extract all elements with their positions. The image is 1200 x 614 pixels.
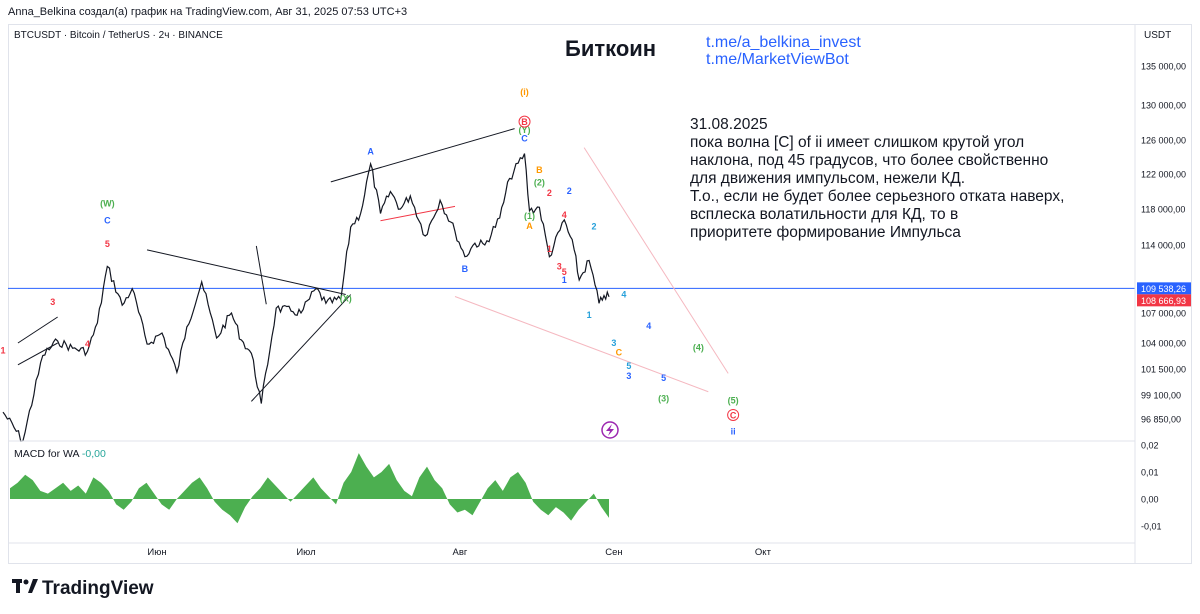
macd-pane: 0,02 0,01 0,00 -0,01 — [8, 440, 1162, 532]
time-tick-label: Окт — [755, 547, 772, 558]
price-badge — [1137, 282, 1191, 295]
wave-label: 3 — [50, 297, 55, 307]
price-tick-label: 130 000,00 — [1141, 101, 1186, 111]
wave-label: 5 — [626, 361, 631, 371]
wave-label: (Y) — [519, 125, 531, 135]
wave-label: 4 — [562, 210, 567, 220]
price-tick-label: 96 850,00 — [1141, 415, 1181, 425]
wave-label: 4 — [621, 289, 626, 299]
wave-label: B — [536, 165, 543, 175]
price-tick-label: 135 000,00 — [1141, 62, 1186, 72]
wave-label: 2 — [567, 186, 572, 196]
price-badge — [1137, 294, 1191, 307]
price-tick-label: 104 000,00 — [1141, 339, 1186, 349]
time-tick-label: Авг — [453, 547, 468, 558]
time-tick-label: Сен — [605, 547, 622, 558]
wave-label: C — [521, 134, 528, 144]
trend-line — [583, 147, 729, 374]
price-tick-label: 118 000,00 — [1141, 205, 1185, 215]
wave-label: 5 — [105, 239, 110, 249]
wave-label: (2) — [534, 177, 545, 187]
wave-label: A — [367, 146, 374, 156]
axis-currency[interactable]: USDT — [1144, 30, 1172, 41]
lightning-icon-ring — [601, 421, 619, 439]
tradingview-brand[interactable]: TradingView — [12, 578, 154, 600]
wave-label: B — [462, 264, 469, 274]
wave-label: (5) — [728, 396, 739, 406]
tradingview-logo-icon — [12, 578, 38, 600]
analysis-note: 31.08.2025 пока волна [C] of ii имеет сл… — [690, 116, 1065, 241]
price-tick-label: 107 000,00 — [1141, 309, 1186, 319]
wave-label: (i) — [520, 87, 529, 97]
trend-line — [255, 245, 267, 305]
price-badge-label: 108 666,93 — [1141, 296, 1186, 306]
wave-label: C — [616, 347, 623, 357]
price-tick-label: 122 000,00 — [1141, 170, 1186, 180]
macd-tick-label: -0,01 — [1141, 522, 1162, 532]
wave-label: (1) — [524, 211, 535, 221]
trend-line — [251, 294, 352, 402]
macd-tick-label: 0,02 — [1141, 441, 1159, 451]
trend-line — [454, 296, 709, 393]
trend-line — [146, 249, 346, 296]
telegram-link-2[interactable]: t.me/MarketViewBot — [706, 51, 849, 68]
symbol-legend[interactable]: BTCUSDT · Bitcoin / TetherUS · 2ч · BINA… — [14, 30, 223, 41]
telegram-link-1[interactable]: t.me/a_belkina_invest — [706, 34, 861, 51]
wave-label: C — [104, 215, 111, 225]
price-tick-label: 114 000,00 — [1141, 241, 1185, 251]
price-tick-label: 101 500,00 — [1141, 365, 1186, 375]
chart-frame — [8, 24, 1192, 564]
macd-tick-label: 0,00 — [1141, 495, 1159, 505]
macd-name: MACD for WA — [14, 448, 79, 460]
price-tick-label: 126 000,00 — [1141, 136, 1186, 146]
macd-histogram — [10, 453, 609, 524]
price-tick-label: 99 100,00 — [1141, 391, 1181, 401]
wave-label: 4 — [646, 321, 651, 331]
wave-label: C — [730, 410, 737, 420]
macd-value: -0,00 — [81, 448, 106, 460]
chart-credit: Anna_Belkina создал(а) график на Trading… — [8, 6, 408, 18]
wave-label: 2 — [592, 222, 597, 232]
wave-label-circle — [518, 115, 531, 128]
price-axis[interactable]: 135 000,00 130 000,00 126 000,00 122 000,00… — [1134, 24, 1191, 564]
time-axis[interactable]: Июн Июл Авг Сен Окт — [8, 542, 1135, 558]
wave-label: 3 — [626, 371, 631, 381]
wave-label: 3 — [611, 338, 616, 348]
trend-line — [330, 128, 515, 183]
wave-label: ii — [731, 426, 736, 436]
wave-label: 2 — [547, 188, 552, 198]
chart-title-annotation: Биткоин — [565, 36, 657, 61]
lightning-icon-bolt — [606, 424, 614, 436]
macd-legend[interactable]: MACD for WA -0,00 — [14, 448, 106, 460]
wave-label: 3 — [557, 261, 562, 271]
wave-label: A — [526, 221, 533, 231]
lightning-icon[interactable] — [601, 421, 619, 439]
wave-label: 1 — [562, 275, 567, 285]
trend-line — [17, 316, 58, 344]
wave-label: 1 — [587, 310, 592, 320]
wave-label: 5 — [562, 267, 567, 277]
wave-label: B — [521, 117, 528, 127]
wave-label: (4) — [693, 342, 704, 352]
wave-label-circle — [727, 408, 740, 421]
wave-label: 1 — [1, 345, 6, 355]
wave-label: 1 — [547, 244, 552, 254]
price-badge-label: 109 538,26 — [1141, 284, 1186, 294]
wave-labels: 1345C(W)(X)ABC(Y)B(i)B(2)2(1)A1423512143… — [1, 87, 740, 436]
wave-label: 5 — [661, 373, 666, 383]
time-tick-label: Июл — [296, 547, 315, 558]
time-tick-label: Июн — [147, 547, 166, 558]
brand-name: TradingView — [42, 578, 154, 600]
wave-label: (W) — [100, 198, 115, 208]
macd-tick-label: 0,01 — [1141, 468, 1159, 478]
wave-label: (X) — [340, 293, 352, 303]
wave-label: 4 — [85, 339, 90, 349]
price-series-line — [2, 153, 610, 442]
wave-label: (3) — [658, 393, 669, 403]
